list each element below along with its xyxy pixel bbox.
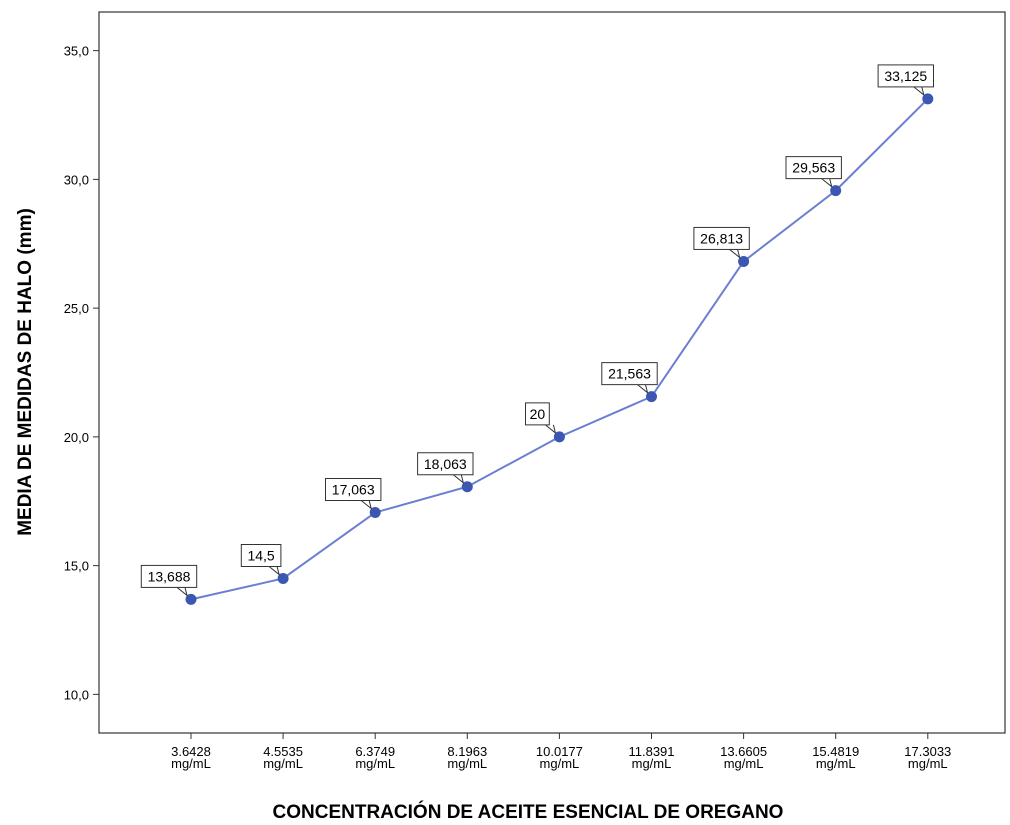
y-tick-label: 15,0 — [64, 559, 89, 574]
data-point — [461, 481, 473, 493]
data-point — [830, 185, 842, 197]
svg-text:20: 20 — [530, 406, 546, 422]
series-line — [185, 93, 934, 605]
plot-frame — [98, 11, 1006, 734]
x-tick-label: 17.3033 mg/mL — [904, 744, 951, 771]
y-tick-label: 35,0 — [64, 44, 89, 59]
svg-text:33,125: 33,125 — [884, 68, 927, 84]
x-tick-label: 8.1963 mg/mL — [447, 744, 487, 771]
svg-text:14,5: 14,5 — [247, 548, 274, 564]
data-label: 26,813 — [693, 226, 750, 259]
data-label: 21,563 — [601, 362, 658, 394]
data-point — [738, 255, 750, 267]
data-label: 18,063 — [417, 452, 474, 485]
y-tick-label: 30,0 — [64, 172, 89, 187]
data-point — [553, 431, 565, 443]
y-axis-title: MEDIA DE MEDIDAS DE HALO (mm) — [15, 208, 36, 536]
data-label: 13,688 — [140, 564, 198, 597]
y-tick-label: 10,0 — [64, 687, 89, 702]
data-point — [646, 391, 657, 403]
svg-text:26,813: 26,813 — [700, 230, 743, 246]
x-axis: 3.6428 mg/mL 4.5535 mg/mL 6.3749 mg/mL 8.1963 m… — [171, 733, 951, 771]
data-label: 33,125 — [877, 64, 934, 97]
svg-text:17,063: 17,063 — [332, 482, 375, 498]
x-tick-label: 6.3749 mg/mL — [355, 744, 395, 771]
data-point — [922, 93, 934, 105]
svg-text:18,063: 18,063 — [424, 456, 467, 472]
y-tick-label: 20,0 — [64, 430, 89, 445]
x-tick-label: 10.0177 mg/mL — [536, 744, 583, 771]
x-tick-label: 3.6428 mg/mL — [171, 744, 211, 771]
data-point — [369, 507, 381, 519]
data-label: 14,5 — [240, 544, 282, 576]
x-tick-label: 4.5535 mg/mL — [263, 744, 303, 771]
x-axis-title: CONCENTRACIÓN DE ACEITE ESENCIAL DE OREG… — [273, 801, 784, 823]
data-labels: 13,688 14,5 17,063 18,063 20 21,563 26,813 29,5… — [140, 64, 934, 597]
data-point — [277, 573, 289, 584]
y-tick-label: 25,0 — [64, 301, 89, 316]
svg-text:21,563: 21,563 — [608, 366, 651, 382]
data-label: 20 — [525, 402, 557, 435]
y-axis: 10,0 15,0 20,0 25,0 30,0 35,0 — [64, 44, 99, 702]
x-tick-label: 11.8391 mg/mL — [628, 744, 674, 771]
x-tick-label: 15.4819 mg/mL — [812, 744, 859, 771]
svg-text:13,688: 13,688 — [148, 568, 191, 584]
data-label: 17,063 — [325, 478, 382, 510]
svg-text:29,563: 29,563 — [792, 160, 835, 176]
data-point — [185, 593, 197, 605]
data-label: 29,563 — [785, 156, 842, 188]
x-tick-label: 13.6605 mg/mL — [720, 744, 767, 771]
